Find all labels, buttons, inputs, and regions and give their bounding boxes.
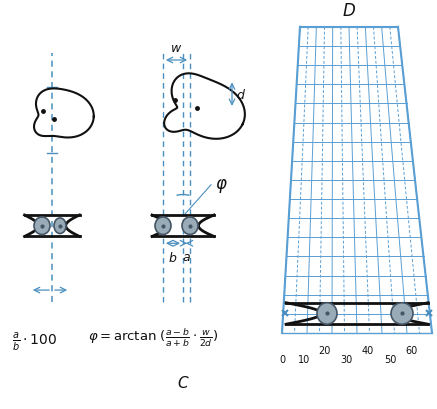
Text: 60: 60: [405, 345, 417, 355]
Text: 20: 20: [318, 345, 330, 355]
Ellipse shape: [155, 218, 171, 235]
Text: 40: 40: [361, 345, 374, 355]
Ellipse shape: [182, 218, 198, 235]
Ellipse shape: [317, 303, 337, 324]
Text: $a$: $a$: [182, 250, 191, 263]
Text: $\varphi$: $\varphi$: [215, 176, 228, 194]
Text: $C$: $C$: [177, 373, 189, 389]
Text: 30: 30: [340, 355, 353, 364]
Text: 0: 0: [279, 355, 285, 364]
Text: $D$: $D$: [342, 2, 356, 20]
Ellipse shape: [54, 218, 66, 234]
Text: $\frac{a}{b}\cdot 100$: $\frac{a}{b}\cdot 100$: [12, 330, 57, 352]
Ellipse shape: [391, 303, 413, 324]
Ellipse shape: [34, 218, 50, 235]
Text: $w$: $w$: [170, 42, 183, 55]
Text: $d$: $d$: [236, 88, 246, 102]
Text: $b$: $b$: [168, 250, 178, 265]
Text: $\varphi = \arctan\,(\frac{a-b}{a+b}\cdot\frac{w}{2d})$: $\varphi = \arctan\,(\frac{a-b}{a+b}\cdo…: [88, 326, 218, 348]
Text: 10: 10: [298, 355, 311, 364]
Text: 50: 50: [384, 355, 396, 364]
